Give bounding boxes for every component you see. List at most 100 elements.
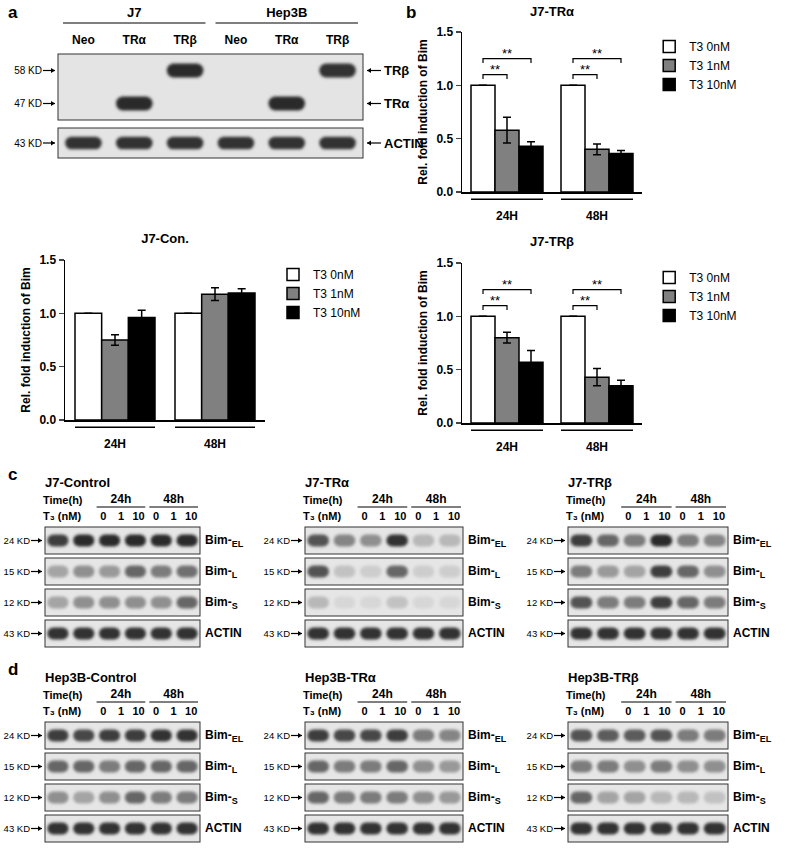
svg-text:Time(h): Time(h) bbox=[566, 689, 606, 701]
svg-text:Bim-S: Bim-S bbox=[205, 595, 238, 611]
svg-text:Time(h): Time(h) bbox=[566, 494, 606, 506]
svg-text:TRβ: TRβ bbox=[384, 63, 409, 78]
svg-text:48H: 48H bbox=[586, 209, 608, 223]
svg-text:24h: 24h bbox=[636, 492, 657, 506]
svg-text:Time(h): Time(h) bbox=[303, 494, 343, 506]
svg-text:1: 1 bbox=[171, 705, 177, 717]
svg-text:48h: 48h bbox=[426, 492, 447, 506]
svg-text:1.0: 1.0 bbox=[436, 79, 453, 93]
svg-text:58 KD: 58 KD bbox=[14, 65, 42, 76]
svg-text:Bim-L: Bim-L bbox=[468, 759, 501, 775]
svg-text:0.0: 0.0 bbox=[436, 416, 453, 430]
svg-text:10: 10 bbox=[132, 705, 144, 717]
svg-text:Time(h): Time(h) bbox=[303, 689, 343, 701]
svg-text:Bim-EL: Bim-EL bbox=[468, 728, 507, 744]
svg-text:43 KD: 43 KD bbox=[14, 138, 42, 149]
svg-text:TRβ: TRβ bbox=[173, 33, 196, 47]
svg-text:ACTIN: ACTIN bbox=[384, 136, 424, 151]
svg-text:T₃ (nM): T₃ (nM) bbox=[303, 705, 341, 717]
svg-text:J7: J7 bbox=[127, 5, 141, 20]
svg-text:0: 0 bbox=[153, 705, 159, 717]
svg-text:12 KD: 12 KD bbox=[4, 597, 31, 608]
svg-text:b: b bbox=[406, 3, 416, 22]
svg-text:ACTIN: ACTIN bbox=[205, 821, 242, 835]
svg-text:1: 1 bbox=[698, 510, 704, 522]
svg-text:TRβ: TRβ bbox=[326, 33, 349, 47]
svg-text:48H: 48H bbox=[586, 440, 608, 454]
svg-text:Bim-S: Bim-S bbox=[468, 790, 501, 806]
svg-text:T3 10nM: T3 10nM bbox=[689, 78, 736, 92]
svg-text:T3 0nM: T3 0nM bbox=[689, 40, 730, 54]
svg-text:48h: 48h bbox=[163, 492, 184, 506]
svg-text:T3 1nM: T3 1nM bbox=[313, 287, 354, 301]
svg-text:Hep3B-Control: Hep3B-Control bbox=[45, 670, 137, 685]
svg-text:T₃ (nM): T₃ (nM) bbox=[303, 510, 341, 522]
svg-text:ACTIN: ACTIN bbox=[733, 626, 770, 640]
svg-text:0: 0 bbox=[415, 705, 421, 717]
svg-text:Bim-EL: Bim-EL bbox=[733, 533, 772, 549]
svg-text:Bim-EL: Bim-EL bbox=[468, 533, 507, 549]
svg-text:24 KD: 24 KD bbox=[527, 730, 554, 741]
svg-text:10: 10 bbox=[132, 510, 144, 522]
svg-text:T3 0nM: T3 0nM bbox=[689, 271, 730, 285]
svg-text:0.0: 0.0 bbox=[436, 185, 453, 199]
svg-text:Time(h): Time(h) bbox=[43, 494, 83, 506]
svg-text:1: 1 bbox=[643, 510, 649, 522]
svg-text:0: 0 bbox=[625, 705, 631, 717]
svg-text:ACTIN: ACTIN bbox=[468, 626, 505, 640]
svg-text:1: 1 bbox=[118, 705, 124, 717]
svg-text:15 KD: 15 KD bbox=[527, 761, 554, 772]
svg-text:T3 10nM: T3 10nM bbox=[689, 309, 736, 323]
svg-text:a: a bbox=[8, 3, 18, 22]
svg-text:48h: 48h bbox=[163, 687, 184, 701]
svg-text:Rel. fold induction of Bim: Rel. fold induction of Bim bbox=[416, 39, 430, 184]
svg-text:10: 10 bbox=[713, 705, 725, 717]
svg-text:Neo: Neo bbox=[72, 33, 95, 47]
svg-text:47 KD: 47 KD bbox=[14, 98, 42, 109]
svg-text:43 KD: 43 KD bbox=[4, 628, 31, 639]
svg-text:T3 10nM: T3 10nM bbox=[313, 306, 360, 320]
svg-text:Bim-L: Bim-L bbox=[205, 759, 238, 775]
svg-text:J7-TRβ: J7-TRβ bbox=[530, 234, 574, 249]
svg-text:**: ** bbox=[502, 277, 512, 292]
svg-text:48H: 48H bbox=[204, 437, 226, 451]
svg-text:43 KD: 43 KD bbox=[264, 823, 291, 834]
svg-text:1: 1 bbox=[379, 510, 385, 522]
svg-text:Rel. fold induction of Bim: Rel. fold induction of Bim bbox=[19, 267, 33, 412]
svg-text:1: 1 bbox=[433, 510, 439, 522]
svg-text:T₃ (nM): T₃ (nM) bbox=[43, 705, 81, 717]
svg-text:**: ** bbox=[592, 277, 602, 292]
svg-text:Bim-L: Bim-L bbox=[205, 564, 238, 580]
svg-text:**: ** bbox=[580, 62, 590, 77]
svg-text:1: 1 bbox=[698, 705, 704, 717]
svg-text:24 KD: 24 KD bbox=[264, 535, 291, 546]
svg-text:c: c bbox=[8, 465, 17, 484]
svg-text:0: 0 bbox=[100, 705, 106, 717]
svg-text:43 KD: 43 KD bbox=[527, 823, 554, 834]
svg-text:12 KD: 12 KD bbox=[264, 792, 291, 803]
svg-text:1.5: 1.5 bbox=[39, 253, 56, 267]
svg-text:J7-Con.: J7-Con. bbox=[141, 231, 189, 246]
svg-text:ACTIN: ACTIN bbox=[468, 821, 505, 835]
svg-text:Bim-S: Bim-S bbox=[733, 595, 766, 611]
svg-text:10: 10 bbox=[658, 510, 670, 522]
svg-text:1: 1 bbox=[118, 510, 124, 522]
svg-text:J7-TRβ: J7-TRβ bbox=[568, 475, 612, 490]
svg-text:1.5: 1.5 bbox=[436, 25, 453, 39]
svg-text:0.5: 0.5 bbox=[436, 363, 453, 377]
svg-text:0: 0 bbox=[625, 510, 631, 522]
svg-text:24H: 24H bbox=[104, 437, 126, 451]
svg-text:T₃ (nM): T₃ (nM) bbox=[43, 510, 81, 522]
svg-text:Time(h): Time(h) bbox=[43, 689, 83, 701]
svg-text:43 KD: 43 KD bbox=[527, 628, 554, 639]
svg-text:24h: 24h bbox=[636, 687, 657, 701]
svg-text:Bim-S: Bim-S bbox=[205, 790, 238, 806]
svg-text:Bim-L: Bim-L bbox=[468, 564, 501, 580]
svg-text:12 KD: 12 KD bbox=[264, 597, 291, 608]
svg-text:Bim-EL: Bim-EL bbox=[733, 728, 772, 744]
svg-text:0: 0 bbox=[415, 510, 421, 522]
svg-text:43 KD: 43 KD bbox=[264, 628, 291, 639]
svg-text:0: 0 bbox=[361, 705, 367, 717]
svg-text:10: 10 bbox=[448, 510, 460, 522]
svg-text:24 KD: 24 KD bbox=[4, 535, 31, 546]
